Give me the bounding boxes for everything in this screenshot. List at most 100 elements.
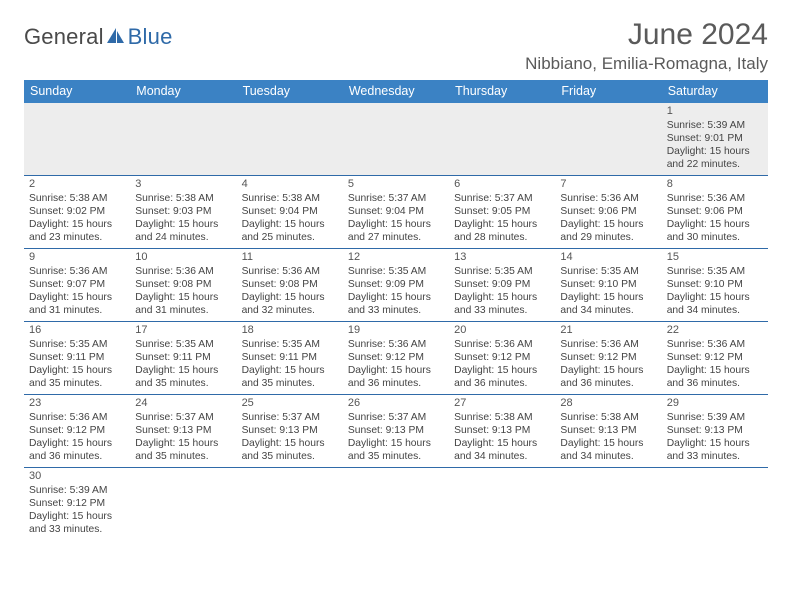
sunrise-line: Sunrise: 5:36 AM xyxy=(667,338,764,351)
day-cell: 21Sunrise: 5:36 AMSunset: 9:12 PMDayligh… xyxy=(555,322,661,394)
daylight-line: Daylight: 15 hours and 31 minutes. xyxy=(135,291,232,317)
day-number: 28 xyxy=(560,397,657,411)
sunrise-line: Sunrise: 5:38 AM xyxy=(560,411,657,424)
day-cell: 7Sunrise: 5:36 AMSunset: 9:06 PMDaylight… xyxy=(555,176,661,248)
sunrise-line: Sunrise: 5:36 AM xyxy=(348,338,445,351)
day-number: 3 xyxy=(135,178,232,192)
sunrise-line: Sunrise: 5:36 AM xyxy=(29,265,126,278)
daylight-line: Daylight: 15 hours and 36 minutes. xyxy=(454,364,551,390)
sunset-line: Sunset: 9:09 PM xyxy=(454,278,551,291)
day-cell: 3Sunrise: 5:38 AMSunset: 9:03 PMDaylight… xyxy=(130,176,236,248)
week-row: 30Sunrise: 5:39 AMSunset: 9:12 PMDayligh… xyxy=(24,468,768,540)
sunset-line: Sunset: 9:12 PM xyxy=(29,497,126,510)
daylight-line: Daylight: 15 hours and 31 minutes. xyxy=(29,291,126,317)
empty-cell xyxy=(237,468,343,540)
sunset-line: Sunset: 9:13 PM xyxy=(454,424,551,437)
day-number: 20 xyxy=(454,324,551,338)
day-cell: 16Sunrise: 5:35 AMSunset: 9:11 PMDayligh… xyxy=(24,322,130,394)
sunrise-line: Sunrise: 5:38 AM xyxy=(454,411,551,424)
day-header-cell: Saturday xyxy=(662,80,768,103)
sunrise-line: Sunrise: 5:37 AM xyxy=(348,192,445,205)
empty-cell xyxy=(449,468,555,540)
brand-text-general: General xyxy=(24,24,104,50)
week-row: 1Sunrise: 5:39 AMSunset: 9:01 PMDaylight… xyxy=(24,103,768,176)
day-cell: 23Sunrise: 5:36 AMSunset: 9:12 PMDayligh… xyxy=(24,395,130,467)
daylight-line: Daylight: 15 hours and 35 minutes. xyxy=(242,364,339,390)
sunrise-line: Sunrise: 5:35 AM xyxy=(348,265,445,278)
sunset-line: Sunset: 9:04 PM xyxy=(242,205,339,218)
daylight-line: Daylight: 15 hours and 36 minutes. xyxy=(560,364,657,390)
day-header-cell: Wednesday xyxy=(343,80,449,103)
sunrise-line: Sunrise: 5:36 AM xyxy=(667,192,764,205)
daylight-line: Daylight: 15 hours and 35 minutes. xyxy=(348,437,445,463)
sunrise-line: Sunrise: 5:36 AM xyxy=(135,265,232,278)
sunrise-line: Sunrise: 5:35 AM xyxy=(29,338,126,351)
sunset-line: Sunset: 9:12 PM xyxy=(454,351,551,364)
sunset-line: Sunset: 9:02 PM xyxy=(29,205,126,218)
sunrise-line: Sunrise: 5:35 AM xyxy=(242,338,339,351)
daylight-line: Daylight: 15 hours and 36 minutes. xyxy=(348,364,445,390)
day-cell: 17Sunrise: 5:35 AMSunset: 9:11 PMDayligh… xyxy=(130,322,236,394)
day-number: 4 xyxy=(242,178,339,192)
sunrise-line: Sunrise: 5:37 AM xyxy=(348,411,445,424)
sunrise-line: Sunrise: 5:36 AM xyxy=(29,411,126,424)
day-cell: 30Sunrise: 5:39 AMSunset: 9:12 PMDayligh… xyxy=(24,468,130,540)
day-cell: 10Sunrise: 5:36 AMSunset: 9:08 PMDayligh… xyxy=(130,249,236,321)
day-number: 7 xyxy=(560,178,657,192)
day-cell: 14Sunrise: 5:35 AMSunset: 9:10 PMDayligh… xyxy=(555,249,661,321)
day-number: 27 xyxy=(454,397,551,411)
sunset-line: Sunset: 9:10 PM xyxy=(667,278,764,291)
empty-cell xyxy=(130,103,236,175)
day-cell: 26Sunrise: 5:37 AMSunset: 9:13 PMDayligh… xyxy=(343,395,449,467)
day-number: 23 xyxy=(29,397,126,411)
day-number: 6 xyxy=(454,178,551,192)
day-cell: 6Sunrise: 5:37 AMSunset: 9:05 PMDaylight… xyxy=(449,176,555,248)
daylight-line: Daylight: 15 hours and 32 minutes. xyxy=(242,291,339,317)
sunset-line: Sunset: 9:04 PM xyxy=(348,205,445,218)
sunset-line: Sunset: 9:12 PM xyxy=(560,351,657,364)
day-number: 21 xyxy=(560,324,657,338)
day-cell: 20Sunrise: 5:36 AMSunset: 9:12 PMDayligh… xyxy=(449,322,555,394)
sunrise-line: Sunrise: 5:39 AM xyxy=(667,119,764,132)
sunset-line: Sunset: 9:12 PM xyxy=(29,424,126,437)
day-number: 22 xyxy=(667,324,764,338)
daylight-line: Daylight: 15 hours and 29 minutes. xyxy=(560,218,657,244)
daylight-line: Daylight: 15 hours and 23 minutes. xyxy=(29,218,126,244)
title-block: June 2024 Nibbiano, Emilia-Romagna, Ital… xyxy=(525,18,768,74)
day-number: 17 xyxy=(135,324,232,338)
week-row: 9Sunrise: 5:36 AMSunset: 9:07 PMDaylight… xyxy=(24,249,768,322)
daylight-line: Daylight: 15 hours and 28 minutes. xyxy=(454,218,551,244)
day-number: 26 xyxy=(348,397,445,411)
empty-cell xyxy=(343,468,449,540)
sunset-line: Sunset: 9:11 PM xyxy=(29,351,126,364)
empty-cell xyxy=(662,468,768,540)
day-cell: 2Sunrise: 5:38 AMSunset: 9:02 PMDaylight… xyxy=(24,176,130,248)
empty-cell xyxy=(24,103,130,175)
day-number: 18 xyxy=(242,324,339,338)
empty-cell xyxy=(237,103,343,175)
day-cell: 12Sunrise: 5:35 AMSunset: 9:09 PMDayligh… xyxy=(343,249,449,321)
daylight-line: Daylight: 15 hours and 36 minutes. xyxy=(29,437,126,463)
day-number: 16 xyxy=(29,324,126,338)
daylight-line: Daylight: 15 hours and 33 minutes. xyxy=(454,291,551,317)
sunset-line: Sunset: 9:11 PM xyxy=(242,351,339,364)
daylight-line: Daylight: 15 hours and 24 minutes. xyxy=(135,218,232,244)
empty-cell xyxy=(449,103,555,175)
daylight-line: Daylight: 15 hours and 33 minutes. xyxy=(29,510,126,536)
daylight-line: Daylight: 15 hours and 35 minutes. xyxy=(135,364,232,390)
daylight-line: Daylight: 15 hours and 33 minutes. xyxy=(348,291,445,317)
sunset-line: Sunset: 9:12 PM xyxy=(667,351,764,364)
location-text: Nibbiano, Emilia-Romagna, Italy xyxy=(525,54,768,74)
day-cell: 4Sunrise: 5:38 AMSunset: 9:04 PMDaylight… xyxy=(237,176,343,248)
sunrise-line: Sunrise: 5:39 AM xyxy=(667,411,764,424)
sunset-line: Sunset: 9:13 PM xyxy=(560,424,657,437)
sunrise-line: Sunrise: 5:35 AM xyxy=(454,265,551,278)
day-cell: 27Sunrise: 5:38 AMSunset: 9:13 PMDayligh… xyxy=(449,395,555,467)
day-number: 19 xyxy=(348,324,445,338)
sunset-line: Sunset: 9:07 PM xyxy=(29,278,126,291)
day-number: 13 xyxy=(454,251,551,265)
brand-logo: General Blue xyxy=(24,18,173,50)
sunrise-line: Sunrise: 5:35 AM xyxy=(667,265,764,278)
day-number: 29 xyxy=(667,397,764,411)
day-header-row: SundayMondayTuesdayWednesdayThursdayFrid… xyxy=(24,80,768,103)
